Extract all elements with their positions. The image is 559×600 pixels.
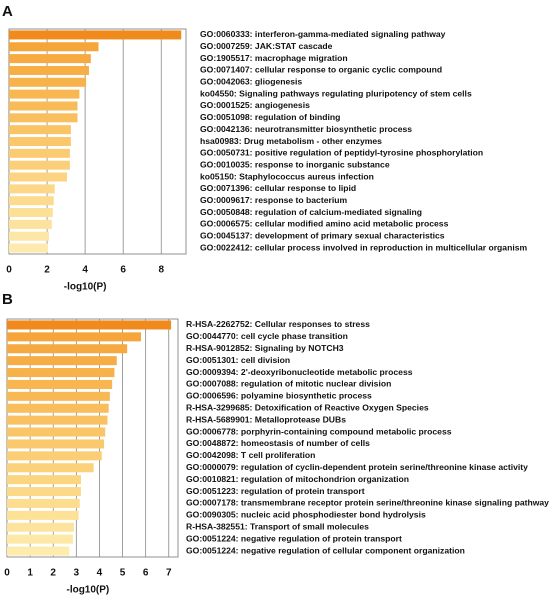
category-label: GO:0022412: cellular process involved in…	[200, 242, 527, 252]
x-tick-label: 6	[143, 568, 149, 579]
bar	[9, 42, 99, 52]
x-axis-label: -log10(P)	[66, 585, 109, 596]
bar	[9, 137, 71, 146]
bar	[9, 219, 52, 229]
bar	[9, 172, 68, 182]
x-tick-label: 6	[120, 265, 126, 276]
x-tick-label: 4	[97, 568, 103, 579]
x-tick-label: 2	[44, 265, 50, 276]
category-label: GO:1905517: macrophage migration	[200, 53, 348, 63]
category-label: R-HSA-2262752: Cellular responses to str…	[186, 319, 370, 329]
category-label: GO:0050848: regulation of calcium-mediat…	[200, 207, 422, 217]
category-label: GO:0010035: response to inorganic substa…	[200, 159, 390, 169]
category-label: GO:0051224: negative regulation of cellu…	[186, 545, 465, 555]
bar	[9, 89, 80, 99]
x-tick-label: 0	[4, 568, 10, 579]
category-label: ko05150: Staphylococcus aureus infection	[200, 171, 374, 181]
bar	[7, 403, 109, 413]
category-label: GO:0009394: 2'-deoxyribonucleotide metab…	[186, 367, 413, 377]
category-label: GO:0045137: development of primary sexua…	[200, 231, 445, 241]
bar	[9, 54, 91, 64]
category-label: GO:0010821: regulation of mitochondrion …	[186, 474, 409, 484]
bar	[7, 451, 102, 461]
x-tick-label: 4	[82, 265, 88, 276]
category-label: R-HSA-9012852: Signaling by NOTCH3	[186, 343, 344, 353]
x-axis-label: -log10(P)	[64, 282, 107, 293]
category-label: GO:0071396: cellular response to lipid	[200, 183, 356, 193]
bar	[9, 231, 49, 241]
category-label: GO:0090305: nucleic acid phosphodiester …	[186, 510, 426, 520]
bar	[7, 356, 117, 366]
bar	[7, 379, 113, 389]
bar	[7, 332, 142, 342]
bar	[9, 208, 53, 218]
panel-label: B	[2, 291, 13, 308]
bar	[9, 125, 71, 135]
bar	[7, 475, 81, 485]
category-label: GO:0051301: cell division	[186, 355, 290, 365]
bar	[9, 30, 182, 40]
x-tick-label: 1	[27, 568, 33, 579]
category-label: GO:0051224: negative regulation of prote…	[186, 533, 402, 543]
category-label: GO:0006575: cellular modified amino acid…	[200, 219, 449, 229]
category-label: GO:0000079: regulation of cyclin-depende…	[186, 462, 528, 472]
category-label: GO:0050731: positive regulation of pepti…	[200, 148, 483, 158]
bar	[7, 427, 106, 437]
bar	[7, 439, 105, 449]
bar	[7, 320, 172, 330]
category-label: GO:0048872: homeostasis of number of cel…	[186, 438, 370, 448]
bar	[9, 184, 55, 194]
category-label: GO:0051098: regulation of binding	[200, 112, 340, 122]
bar	[7, 498, 80, 508]
x-tick-label: 8	[158, 265, 164, 276]
bar	[9, 113, 78, 123]
bar	[7, 415, 108, 425]
category-label: GO:0042098: T cell proliferation	[186, 450, 315, 460]
x-tick-label: 2	[50, 568, 56, 579]
bar	[7, 534, 73, 544]
category-label: GO:0001525: angiogenesis	[200, 100, 310, 110]
category-label: GO:0009617: response to bacterium	[200, 195, 347, 205]
bar	[9, 243, 49, 253]
category-label: hsa00983: Drug metabolism - other enzyme…	[200, 136, 382, 146]
bar	[7, 546, 70, 556]
category-label: R-HSA-5689901: Metalloprotease DUBs	[186, 414, 346, 424]
panel-label: A	[2, 3, 13, 20]
category-label: GO:0006778: porphyrin-containing compoun…	[186, 426, 452, 436]
category-label: GO:0042136: neurotransmitter biosyntheti…	[200, 124, 412, 134]
bar	[9, 148, 70, 158]
category-label: R-HSA-3299685: Detoxification of Reactiv…	[186, 403, 429, 413]
bar	[9, 196, 54, 206]
category-label: GO:0007178: transmembrane receptor prote…	[186, 498, 549, 508]
x-tick-label: 0	[6, 265, 12, 276]
category-label: GO:0006596: polyamine biosynthetic proce…	[186, 391, 372, 401]
bar	[7, 487, 81, 497]
bar	[7, 510, 79, 520]
category-label: GO:0042063: gliogenesis	[200, 77, 302, 87]
x-tick-label: 7	[166, 568, 172, 579]
category-label: GO:0051223: regulation of protein transp…	[186, 486, 365, 496]
bar	[7, 344, 128, 354]
category-label: R-HSA-382551: Transport of small molecul…	[186, 522, 369, 532]
category-label: ko04550: Signaling pathways regulating p…	[200, 88, 472, 98]
bar	[9, 101, 78, 111]
bar	[9, 77, 87, 87]
x-tick-label: 5	[120, 568, 126, 579]
category-label: GO:0071407: cellular response to organic…	[200, 65, 442, 75]
bar	[7, 463, 94, 473]
category-label: GO:0044770: cell cycle phase transition	[186, 331, 348, 341]
category-label: GO:0007259: JAK:STAT cascade	[200, 41, 333, 51]
plot-frame	[6, 318, 179, 558]
bar	[9, 65, 89, 75]
bar	[9, 160, 70, 170]
bar	[7, 391, 110, 401]
x-tick-label: 3	[74, 568, 80, 579]
bar	[7, 368, 115, 378]
bar	[7, 522, 75, 532]
category-label: GO:0007088: regulation of mitotic nuclea…	[186, 379, 391, 389]
category-label: GO:0060333: interferon-gamma-mediated si…	[200, 29, 446, 39]
